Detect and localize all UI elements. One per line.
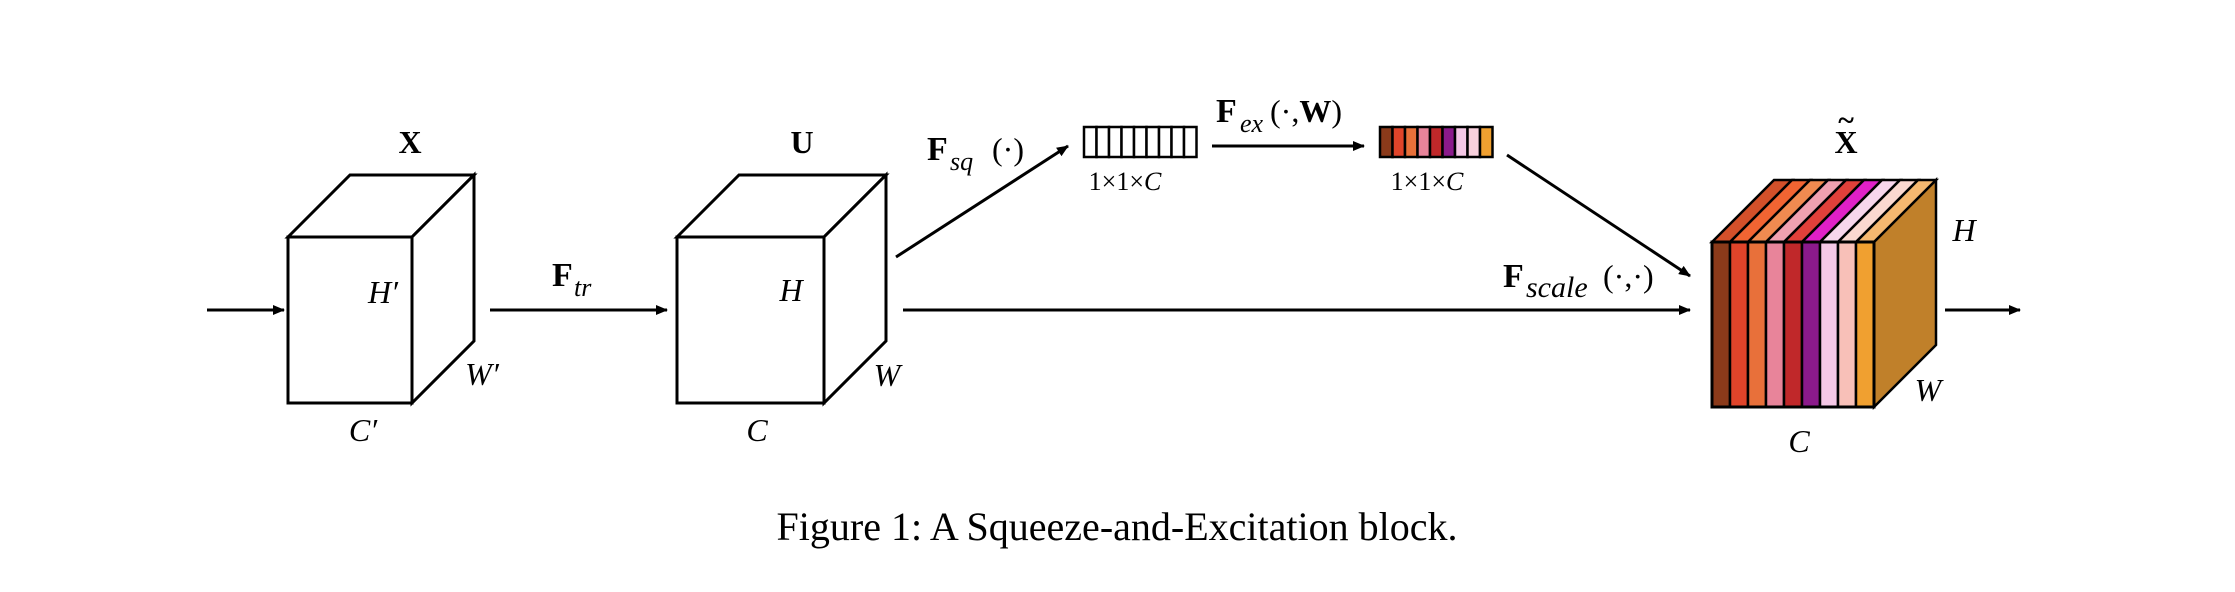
input-cube-front [286,235,414,405]
scale-args: (·,·) [1603,258,1654,294]
feature-cube-side [822,171,888,407]
input-cube-side [410,171,476,407]
figure-caption: Figure 1: A Squeeze-and-Excitation block… [777,504,1458,549]
channel-weight-cell [1428,125,1444,159]
output-cube-front-stripe [1854,240,1876,409]
output-x-letter: X [1834,124,1857,160]
excitation-subscript: ex [1240,109,1264,138]
output-height-label: H [1951,212,1977,248]
squeeze-vector-cell [1082,125,1098,159]
squeeze-vector-cell [1182,125,1198,159]
input-height-label: H′ [367,274,399,310]
input-width-label: W′ [465,356,500,392]
squeeze-arrow [895,144,1069,259]
output-cube-front-stripe [1818,240,1840,409]
output-cube-front-stripe [1746,240,1768,409]
output-tensor-x-tilde [1708,176,1940,411]
output-cube-front-stripe [1800,240,1822,409]
output-cube-front-stripe [1782,240,1804,409]
scale-f-label: F [1503,258,1524,295]
scale-label: F scale (·,·) [1503,258,1654,304]
transform-f-label: F [552,257,573,294]
excitation-label: F ex (·,W) [1216,93,1342,138]
input-channels-label: C′ [349,412,378,448]
output-cube-front-stripe [1764,240,1786,409]
squeeze-vector-cell [1145,125,1161,159]
output-cube-front-stripe [1710,240,1732,409]
output-cube-front-stripe [1836,240,1858,409]
output-x-label: X ~ [1834,104,1857,160]
channel-weight-cell [1403,125,1419,159]
transform-label: F tr [552,257,592,302]
weights-to-output-arrow [1506,153,1691,278]
channel-weight-cell [1453,125,1469,159]
squeeze-f-label: F [927,131,948,168]
excitation-args: (·,W) [1270,93,1342,129]
transform-subscript: tr [574,273,592,302]
squeeze-vector-cell [1157,125,1173,159]
squeeze-vector-cell [1120,125,1136,159]
excitation-dims-label: 1×1×C [1391,167,1464,196]
feature-channels-label: C [746,412,768,448]
output-channels-label: C [1788,423,1810,459]
squeeze-vector-cell [1132,125,1148,159]
output-cube-outline [1710,240,1876,409]
channel-weight-cell [1441,125,1457,159]
squeeze-subscript: sq [950,147,973,176]
channel-weight-cell [1416,125,1432,159]
input-x-label: X [398,124,421,160]
channel-weights-vector [1378,125,1494,159]
feature-cube-front [675,235,826,405]
channel-weight-cell [1391,125,1407,159]
squeeze-vector-cell [1095,125,1111,159]
output-tilde: ~ [1838,104,1854,137]
channel-weight-cell [1466,125,1482,159]
squeeze-vector [1082,125,1198,159]
squeeze-args: (·) [992,131,1024,167]
squeeze-dims-label: 1×1×C [1089,167,1162,196]
feature-u-label: U [790,124,813,160]
squeeze-vector-cell [1107,125,1123,159]
excitation-f-label: F [1216,93,1237,130]
input-tensor-x [284,171,478,407]
feature-width-label: W [874,357,904,393]
channel-weight-cell [1378,125,1394,159]
output-width-label: W [1915,372,1945,408]
channel-weight-cell [1478,125,1494,159]
squeeze-label: F sq (·) [927,131,1024,176]
scale-subscript: scale [1526,271,1588,304]
output-cube-front-stripe [1728,240,1750,409]
feature-map-u [673,171,890,407]
feature-height-label: H [778,272,804,308]
squeeze-vector-cell [1170,125,1186,159]
